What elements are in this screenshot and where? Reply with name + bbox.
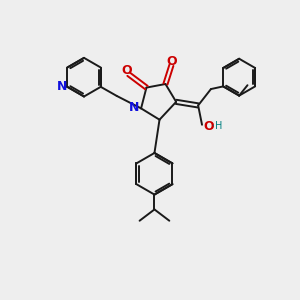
Text: ·H: ·H xyxy=(212,121,223,131)
Text: O: O xyxy=(203,120,214,133)
Text: O: O xyxy=(121,64,131,77)
Text: O: O xyxy=(166,55,177,68)
Text: N: N xyxy=(57,80,67,93)
Text: N: N xyxy=(129,101,140,114)
